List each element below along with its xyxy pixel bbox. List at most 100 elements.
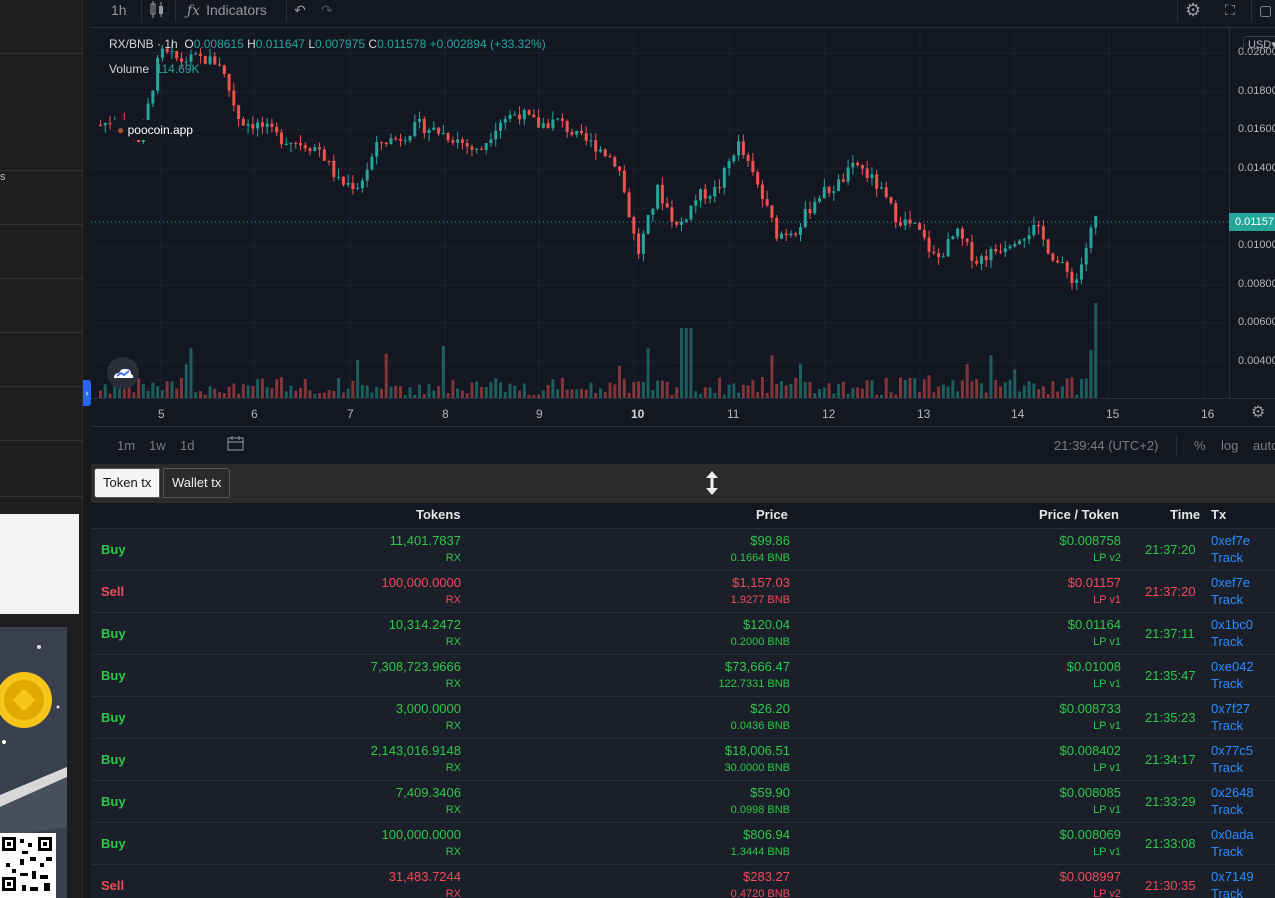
candle-body bbox=[379, 142, 383, 144]
track-link[interactable]: Track bbox=[1211, 760, 1244, 775]
screenshot-icon[interactable]: ▢ bbox=[1259, 2, 1273, 18]
volume-bar bbox=[599, 388, 602, 398]
sidebar-item[interactable] bbox=[0, 441, 83, 497]
candle-body bbox=[170, 50, 174, 52]
table-row[interactable]: Buy 3,000.0000 RX $26.20 0.0436 BNB $0.008733… bbox=[91, 696, 1275, 738]
candle-body bbox=[646, 214, 650, 234]
candlestick-plot[interactable] bbox=[91, 28, 1229, 398]
candle-body bbox=[537, 117, 541, 128]
fullscreen-icon[interactable]: ⛶ bbox=[1225, 2, 1235, 18]
volume-bar bbox=[518, 390, 522, 398]
volume-bar bbox=[1094, 303, 1098, 398]
track-link[interactable]: Track bbox=[1211, 844, 1244, 859]
volume-bar bbox=[760, 376, 764, 398]
candle-body bbox=[389, 138, 393, 145]
sidebar-item[interactable] bbox=[0, 171, 83, 225]
track-link[interactable]: Track bbox=[1211, 886, 1244, 898]
candle-body bbox=[818, 198, 822, 202]
tx-hash-link[interactable]: 0x7149 bbox=[1211, 869, 1254, 884]
clock-display[interactable]: 21:39:44 (UTC+2) bbox=[1054, 438, 1159, 453]
track-link[interactable]: Track bbox=[1211, 718, 1244, 733]
volume-bar bbox=[284, 391, 288, 398]
tx-hash-link[interactable]: 0xe042 bbox=[1211, 659, 1254, 674]
tx-hash-link[interactable]: 0xef7e bbox=[1211, 533, 1251, 548]
percent-toggle[interactable]: % bbox=[1194, 438, 1206, 453]
table-row[interactable]: Buy 11,401.7837 RX $99.86 0.1664 BNB $0.00875… bbox=[91, 528, 1275, 570]
table-row[interactable]: Buy 2,143,016.9148 RX $18,006.51 30.0000 BNB… bbox=[91, 738, 1275, 780]
axis-settings-gear-icon[interactable]: ⚙ bbox=[1251, 404, 1266, 421]
tx-hash-link[interactable]: 0xef7e bbox=[1211, 575, 1251, 590]
goto-date-icon[interactable] bbox=[227, 436, 245, 455]
sidebar-item[interactable] bbox=[0, 225, 83, 279]
currency-label: USD bbox=[1248, 39, 1272, 51]
track-link[interactable]: Track bbox=[1211, 676, 1244, 691]
volume-bar bbox=[670, 394, 674, 398]
resize-vertical-icon[interactable] bbox=[705, 470, 719, 502]
log-toggle[interactable]: log bbox=[1221, 438, 1239, 453]
price-per-token: $0.01157 bbox=[1067, 575, 1121, 590]
volume-bar bbox=[879, 394, 883, 398]
sidebar-item[interactable] bbox=[0, 0, 83, 54]
track-link[interactable]: Track bbox=[1211, 802, 1244, 817]
tx-hash-link[interactable]: 0x77c5 bbox=[1211, 743, 1253, 758]
candle-type-icon[interactable] bbox=[149, 0, 165, 22]
price-axis[interactable]: 0.02000 0.01800 0.01600 0.01400 0.01000 0.008… bbox=[1229, 28, 1275, 398]
tradingview-logo-icon[interactable] bbox=[107, 357, 139, 389]
track-link[interactable]: Track bbox=[1211, 592, 1244, 607]
price-axis-label: 0.00600 bbox=[1238, 316, 1275, 328]
tx-hash-link[interactable]: 0x2648 bbox=[1211, 785, 1254, 800]
undo-icon[interactable]: ↶ bbox=[294, 2, 306, 18]
table-row[interactable]: Buy 100,000.0000 RX $806.94 1.3444 BNB $0.008… bbox=[91, 822, 1275, 864]
sidebar-item[interactable] bbox=[0, 279, 83, 333]
candle-body bbox=[203, 55, 207, 64]
redo-icon[interactable]: ↷ bbox=[321, 2, 333, 18]
tab-wallet-tx[interactable]: Wallet tx bbox=[163, 468, 231, 498]
table-row[interactable]: Sell 100,000.0000 RX $1,157.03 1.9277 BNB $0.… bbox=[91, 570, 1275, 612]
sidebar-item[interactable]: s bbox=[0, 54, 83, 183]
close-value: 0.011578 bbox=[377, 37, 427, 51]
track-link[interactable]: Track bbox=[1211, 634, 1244, 649]
volume-bar bbox=[484, 387, 488, 398]
collapse-sidebar-handle[interactable]: › bbox=[83, 380, 91, 406]
table-row[interactable]: Buy 7,308,723.9666 RX $73,666.47 122.7331 BN… bbox=[91, 654, 1275, 696]
volume-bar bbox=[322, 392, 326, 398]
volume-bar bbox=[932, 392, 936, 398]
sidebar-ad-banner[interactable] bbox=[0, 627, 67, 898]
time-axis-label: 14 bbox=[1011, 407, 1025, 421]
currency-selector[interactable]: USD▾ bbox=[1243, 36, 1275, 54]
range-1w-button[interactable]: 1w bbox=[149, 438, 166, 453]
candle-body bbox=[860, 165, 864, 169]
lp-version: LP v1 bbox=[1093, 636, 1121, 648]
candle-body bbox=[241, 119, 245, 126]
volume-bar bbox=[665, 381, 669, 398]
settings-gear-icon[interactable]: ⚙ bbox=[1185, 0, 1202, 20]
candle-body bbox=[160, 48, 164, 58]
volume-legend: Volume 114.69K bbox=[109, 62, 200, 76]
table-row[interactable]: Buy 10,314.2472 RX $120.04 0.2000 BNB $0.0116… bbox=[91, 612, 1275, 654]
tab-token-tx[interactable]: Token tx bbox=[94, 468, 161, 498]
auto-toggle[interactable]: auto bbox=[1253, 438, 1275, 453]
indicators-button[interactable]: ƒx Indicators bbox=[187, 0, 267, 22]
volume-bar bbox=[827, 383, 831, 398]
time-axis[interactable]: ⚙ 5 6 7 8 9 10 11 12 13 14 15 16 bbox=[91, 398, 1275, 426]
range-1d-button[interactable]: 1d bbox=[180, 438, 195, 453]
tx-hash-link[interactable]: 0x7f27 bbox=[1211, 701, 1251, 716]
table-row[interactable]: Buy 7,409.3406 RX $59.90 0.0998 BNB $0.008085… bbox=[91, 780, 1275, 822]
sidebar-item[interactable] bbox=[0, 387, 83, 441]
price-chart[interactable]: 1h ƒx Indicators ↶ ↷ ⚙ ⛶ ▢ RX/BNB · 1h O0… bbox=[91, 0, 1275, 464]
table-row[interactable]: Sell 31,483.7244 RX $283.27 0.4720 BNB $0.008… bbox=[91, 864, 1275, 898]
candle-body bbox=[237, 105, 241, 120]
track-link[interactable]: Track bbox=[1211, 550, 1244, 565]
tx-hash-link[interactable]: 0x0ada bbox=[1211, 827, 1254, 842]
interval-selector[interactable]: 1h bbox=[111, 2, 127, 18]
candle-body bbox=[813, 201, 817, 214]
price-usd: $120.04 bbox=[743, 617, 790, 632]
tx-hash-link[interactable]: 0x1bc0 bbox=[1211, 617, 1253, 632]
candle-body bbox=[746, 155, 750, 161]
volume-bar bbox=[456, 388, 460, 398]
tx-time: 21:33:29 bbox=[1145, 794, 1196, 809]
time-axis-label: 8 bbox=[442, 407, 449, 421]
time-axis-label: 13 bbox=[917, 407, 931, 421]
range-1m-button[interactable]: 1m bbox=[117, 438, 136, 453]
sidebar-item[interactable] bbox=[0, 333, 83, 387]
